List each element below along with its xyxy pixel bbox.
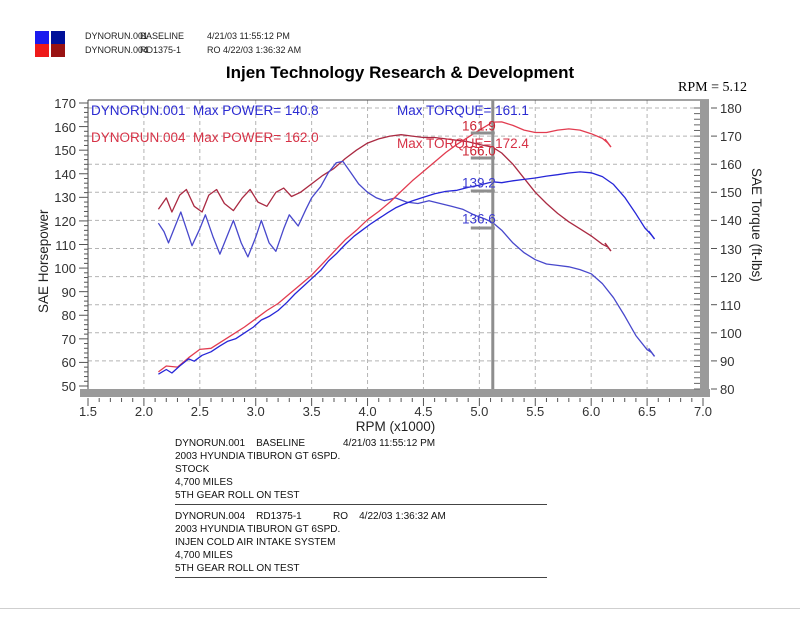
curve-tq-001 — [157, 160, 656, 357]
x-tick-6.5: 6.5 — [638, 404, 657, 419]
curve-tq-004 — [157, 134, 612, 252]
window-bottom-edge — [0, 608, 800, 609]
x-tick-5.0: 5.0 — [470, 404, 489, 419]
info-run1-vehicle: 2003 HYUNDIA TIBURON GT 6SPD. — [175, 451, 341, 462]
plot-frame — [80, 99, 710, 397]
y-left-tick-80: 80 — [61, 308, 76, 324]
info-separator-1 — [175, 504, 547, 505]
x-tick-6.0: 6.0 — [582, 404, 601, 419]
info-run1-header: DYNORUN.001 BASELINE — [175, 438, 306, 449]
legend-swatch-run2-torque — [51, 44, 65, 57]
y-right-tick-90: 90 — [720, 353, 735, 369]
grid-lines — [88, 100, 703, 389]
legend-run2-label: RD1375-1 — [140, 45, 182, 55]
cursor-readout-166.0: 166.0 — [462, 144, 496, 159]
legend-swatch-run1-torque — [51, 31, 65, 44]
y-left-tick-150: 150 — [54, 143, 76, 159]
legend-swatch-run2-power — [35, 44, 49, 57]
info-separator-2 — [175, 577, 547, 578]
annotation-run2-max-power: Max POWER= 162.0 — [193, 130, 319, 145]
y-left-tick-60: 60 — [61, 355, 76, 371]
cursor-readout-161.9: 161.9 — [462, 119, 496, 134]
x-tick-2.5: 2.5 — [190, 404, 209, 419]
legend-run1-timestamp: 4/21/03 11:55:12 PM — [207, 31, 290, 41]
info-block-run1: DYNORUN.001 BASELINE 4/21/03 11:55:12 PM… — [175, 437, 435, 541]
y-right-tick-130: 130 — [720, 241, 742, 257]
annotation-run2-name: DYNORUN.004 — [91, 130, 186, 145]
legend-run1-file: DYNORUN.001 — [85, 31, 149, 41]
x-tick-4.0: 4.0 — [358, 404, 377, 419]
y-left-tick-120: 120 — [54, 213, 76, 229]
x-axis-title: RPM (x1000) — [355, 419, 436, 434]
legend-run2-file: DYNORUN.004 — [85, 45, 149, 55]
annotation-run1-max-torque: Max TORQUE= 161.1 — [397, 103, 529, 118]
y-left-tick-70: 70 — [61, 331, 76, 347]
cursor-readout-136.6: 136.6 — [462, 212, 496, 227]
y-right-tick-80: 80 — [720, 382, 735, 397]
x-tick-5.5: 5.5 — [526, 404, 545, 419]
y-left-tick-90: 90 — [61, 284, 76, 300]
info-run2-header: DYNORUN.004 RD1375-1 — [175, 511, 302, 522]
info-run1-timestamp: 4/21/03 11:55:12 PM — [343, 438, 436, 449]
x-tick-3.5: 3.5 — [302, 404, 321, 419]
info-run1-config: STOCK — [175, 464, 210, 475]
annotation-run2-max-torque: Max TORQUE= 172.4 — [397, 136, 529, 151]
y-left-tick-110: 110 — [55, 237, 76, 253]
x-tick-1.5: 1.5 — [78, 404, 98, 419]
curve-hp-001 — [158, 171, 656, 375]
x-tick-2.0: 2.0 — [134, 404, 153, 419]
y-right-tick-160: 160 — [720, 157, 742, 173]
y-right-tick-110: 110 — [720, 297, 741, 313]
y-left-tick-160: 160 — [54, 119, 76, 135]
y-right-tick-140: 140 — [720, 213, 742, 229]
annotation-run1-name: DYNORUN.001 — [91, 103, 186, 118]
info-run2-miles: 4,700 MILES — [175, 550, 233, 561]
page-title: Injen Technology Research & Development — [225, 63, 575, 82]
y-left-tick-140: 140 — [54, 166, 76, 182]
axis-ticks — [79, 102, 717, 406]
y-right-axis-title: SAE Torque (ft-lbs) — [749, 168, 764, 282]
cursor-readout-139.2: 139.2 — [462, 176, 496, 191]
legend-run1-label: BASELINE — [140, 31, 185, 41]
annotation-run1-max-power: Max POWER= 140.8 — [193, 103, 319, 118]
cursor-rpm-readout: RPM = 5.12 — [678, 80, 747, 95]
y-left-tick-170: 170 — [54, 96, 76, 111]
cursor-line[interactable]: 161.9 166.0 139.2 136.6 — [462, 100, 496, 389]
legend-run2-timestamp: RO 4/22/03 1:36:32 AM — [207, 45, 302, 55]
x-tick-7.0: 7.0 — [693, 404, 713, 419]
x-tick-4.5: 4.5 — [414, 404, 433, 419]
y-right-tick-150: 150 — [720, 185, 742, 201]
y-left-tick-100: 100 — [54, 261, 76, 277]
info-run2-vehicle: 2003 HYUNDIA TIBURON GT 6SPD. — [175, 524, 341, 535]
y-right-tick-180: 180 — [720, 101, 742, 116]
y-right-tick-100: 100 — [720, 325, 742, 341]
info-run2-config: INJEN COLD AIR INTAKE SYSTEM — [175, 537, 336, 548]
y-right-tick-170: 170 — [720, 129, 742, 145]
info-run1-test-type: 5TH GEAR ROLL ON TEST — [175, 490, 300, 501]
info-run2-test-type: 5TH GEAR ROLL ON TEST — [175, 563, 300, 574]
info-run1-miles: 4,700 MILES — [175, 477, 233, 488]
legend-swatches — [35, 31, 67, 58]
x-tick-3.0: 3.0 — [246, 404, 265, 419]
y-left-tick-50: 50 — [61, 379, 76, 394]
info-run2-timestamp: RO 4/22/03 1:36:32 AM — [333, 511, 446, 522]
y-left-tick-130: 130 — [54, 190, 76, 206]
legend-swatch-run1-power — [35, 31, 49, 44]
y-right-tick-120: 120 — [720, 269, 742, 285]
info-block-run2: DYNORUN.004 RD1375-1 RO 4/22/03 1:36:32 … — [175, 510, 446, 614]
curve-hp-004 — [158, 121, 612, 373]
